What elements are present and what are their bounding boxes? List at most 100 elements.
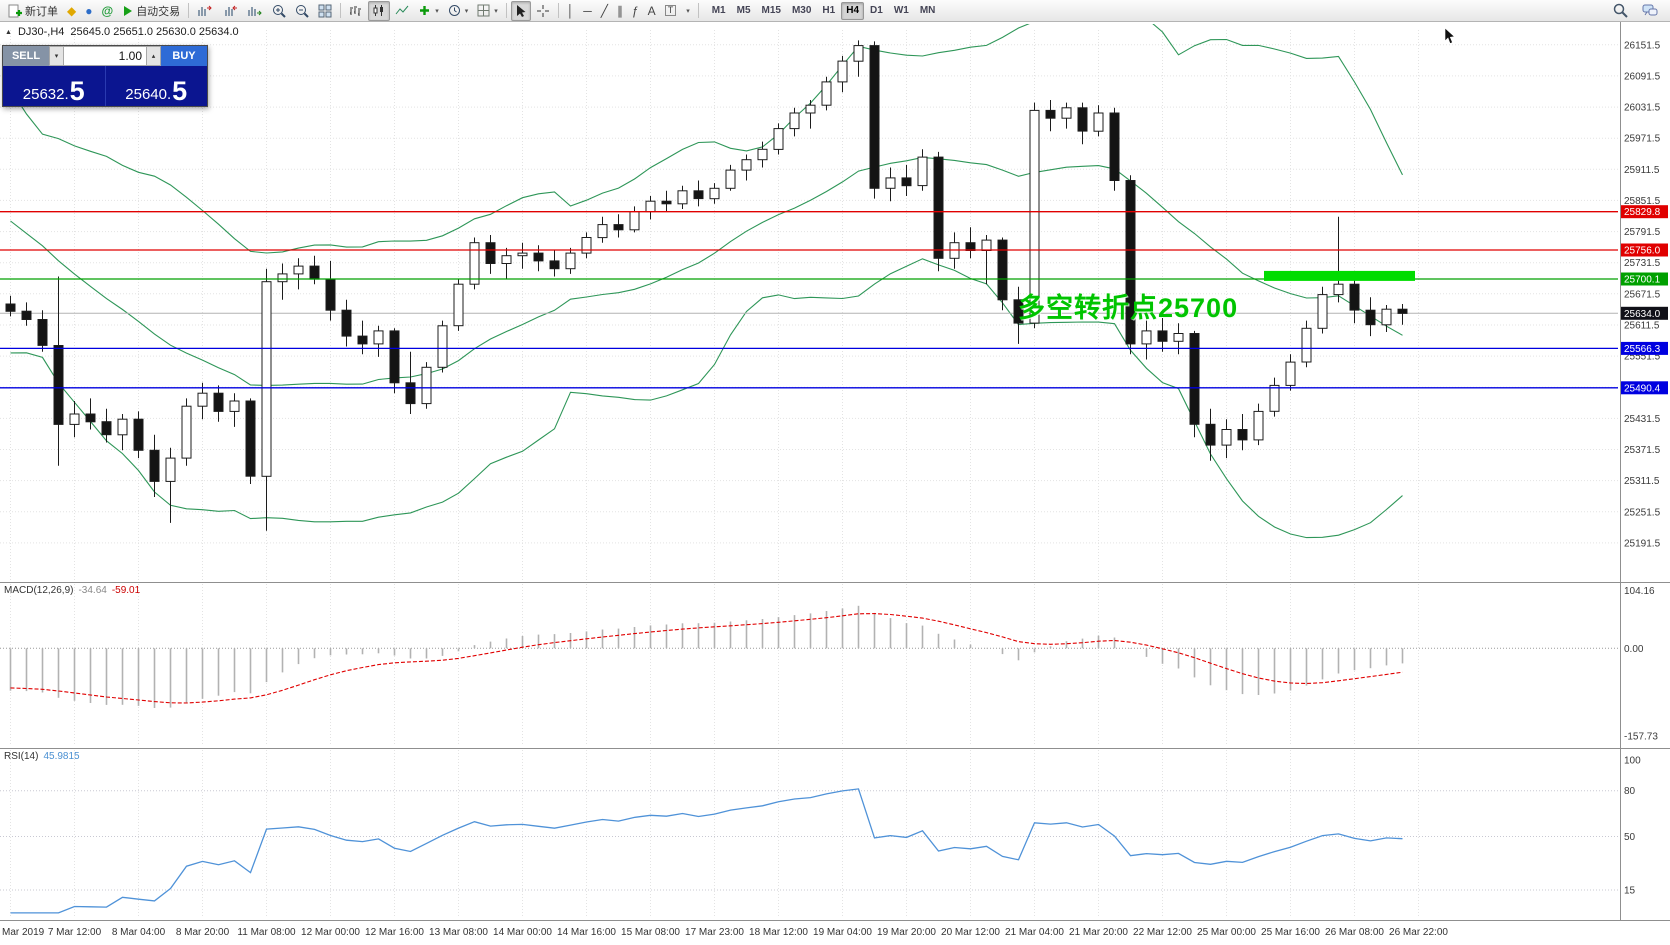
svg-text:8 Mar 04:00: 8 Mar 04:00 — [112, 927, 166, 938]
svg-text:25611.5: 25611.5 — [1624, 321, 1660, 332]
toolbar-separator — [340, 3, 342, 18]
panel-separators[interactable] — [0, 22, 1670, 921]
channel-tool-button[interactable]: ∥ — [613, 1, 627, 21]
text-tool-button[interactable]: A — [644, 1, 660, 21]
chart-bars-button[interactable] — [345, 1, 367, 21]
zoom-out-button[interactable] — [291, 1, 313, 21]
svg-text:50: 50 — [1624, 832, 1636, 843]
periods-button[interactable]: ▾ — [444, 1, 473, 21]
svg-text:25791.5: 25791.5 — [1624, 227, 1661, 238]
chevron-down-icon: ▾ — [464, 7, 469, 15]
cursor-icon — [516, 4, 526, 17]
candlesticks — [5, 40, 1408, 531]
svg-text:80: 80 — [1624, 786, 1636, 797]
terminal-icon: @ — [101, 3, 114, 18]
shapes-tool-button[interactable]: ▾ — [681, 1, 694, 21]
templates-button[interactable]: ▾ — [473, 1, 502, 21]
price-axis[interactable]: 26151.5 26091.5 26031.5 25971.5 25911.5 25851… — [1624, 40, 1661, 549]
chart-annotation-text[interactable]: 多空转折点25700 — [1018, 293, 1239, 323]
timeframe-mn-button[interactable]: MN — [919, 5, 936, 16]
auto-trading-label: 自动交易 — [136, 5, 181, 18]
trade-panel-prices: 25632. 5 25640. 5 — [3, 66, 207, 106]
chart-shift-button[interactable] — [218, 1, 242, 21]
svg-text:25551.5: 25551.5 — [1624, 352, 1661, 363]
chat-button[interactable] — [1638, 1, 1662, 21]
rsi-line — [10, 788, 1403, 914]
sell-price-pips: 5 — [69, 76, 85, 106]
svg-text:18 Mar 12:00: 18 Mar 12:00 — [749, 927, 808, 938]
buy-button[interactable]: BUY — [161, 46, 207, 66]
cursor-button[interactable] — [510, 0, 531, 21]
timeframe-m30-button[interactable]: M30 — [791, 5, 812, 16]
time-axis[interactable]: Mar 2019 7 Mar 12:00 8 Mar 04:00 8 Mar 20:0… — [2, 927, 1448, 938]
timeframe-d1-button[interactable]: D1 — [870, 5, 883, 16]
svg-text:17 Mar 23:00: 17 Mar 23:00 — [685, 927, 744, 938]
new-order-button[interactable]: 新订单 — [4, 1, 62, 21]
highlight-zone[interactable] — [1264, 270, 1415, 281]
timeframe-m15-button[interactable]: M15 — [761, 5, 781, 16]
indicators-button[interactable]: ▾ — [414, 1, 443, 21]
one-click-trading-panel: SELL ▾ ▴ BUY 25632. 5 25640. 5 — [2, 45, 208, 107]
svg-text:0.00: 0.00 — [1624, 644, 1644, 655]
chart-step-button[interactable] — [243, 1, 267, 21]
label-tool-button[interactable]: T — [661, 1, 681, 21]
buy-price-button[interactable]: 25640. 5 — [106, 66, 208, 106]
chart-candles-button[interactable] — [368, 0, 391, 21]
navigator-button[interactable]: ● — [81, 1, 96, 21]
new-order-label: 新订单 — [25, 5, 58, 18]
svg-text:25756.0: 25756.0 — [1624, 246, 1661, 257]
chart-line-button[interactable] — [391, 1, 413, 21]
search-button[interactable] — [1609, 1, 1632, 21]
svg-text:22 Mar 12:00: 22 Mar 12:00 — [1133, 927, 1192, 938]
auto-scroll-button[interactable] — [193, 1, 217, 21]
tile-windows-button[interactable] — [314, 1, 336, 21]
sell-price-button[interactable]: 25632. 5 — [3, 66, 106, 106]
timeframe-m5-button[interactable]: M5 — [736, 5, 751, 16]
svg-text:25829.8: 25829.8 — [1624, 207, 1661, 218]
svg-text:15 Mar 08:00: 15 Mar 08:00 — [621, 927, 680, 938]
svg-text:26031.5: 26031.5 — [1624, 103, 1661, 114]
svg-text:25191.5: 25191.5 — [1624, 538, 1661, 549]
horizontal-line-tool-button[interactable]: ─ — [579, 1, 596, 21]
timeframe-h4-button[interactable]: H4 — [841, 1, 865, 20]
trade-panel-top-row: SELL ▾ ▴ BUY — [3, 46, 207, 66]
zoom-in-button[interactable] — [268, 1, 290, 21]
bollinger-bands — [10, 24, 1403, 539]
new-order-icon — [8, 4, 22, 17]
volume-increase-button[interactable]: ▴ — [146, 46, 161, 66]
svg-text:20 Mar 12:00: 20 Mar 12:00 — [941, 927, 1000, 938]
trendline-icon: ╱ — [600, 3, 608, 18]
fibonacci-tool-button[interactable]: ƒ — [628, 1, 643, 21]
volume-decrease-button[interactable]: ▾ — [49, 46, 64, 66]
svg-text:Mar 2019: Mar 2019 — [2, 927, 45, 938]
chart-shift-icon — [225, 5, 238, 16]
macd-panel-title: MACD(12,26,9) -34.64 -59.01 — [4, 585, 140, 596]
horizontal-level-lines[interactable] — [0, 211, 1618, 389]
timeframe-w1-button[interactable]: W1 — [893, 5, 909, 16]
terminal-button[interactable]: @ — [97, 1, 117, 21]
trendline-tool-button[interactable]: ╱ — [597, 1, 612, 21]
rsi-axis[interactable]: 100 80 50 15 — [1624, 756, 1641, 897]
chart-canvas[interactable]: 26151.5 26091.5 26031.5 25971.5 25911.5 25851… — [0, 22, 1670, 945]
sell-button[interactable]: SELL — [3, 46, 49, 66]
svg-text:25671.5: 25671.5 — [1624, 289, 1661, 300]
svg-text:25851.5: 25851.5 — [1624, 196, 1661, 207]
main-toolbar: 新订单 ◆ ● @ 自动交易 ▾ ▾ ▾ │ ─ ╱ ∥ ƒ A T ▾ — [0, 0, 1670, 22]
vertical-line-tool-button[interactable]: │ — [563, 1, 579, 21]
timeframe-m1-button[interactable]: M1 — [711, 5, 726, 16]
auto-scroll-icon — [198, 5, 212, 16]
svg-text:8 Mar 20:00: 8 Mar 20:00 — [176, 927, 230, 938]
template-grid-icon — [477, 4, 490, 17]
timeframe-h1-button[interactable]: H1 — [822, 5, 836, 16]
label-icon: T — [664, 5, 677, 16]
svg-text:25251.5: 25251.5 — [1624, 507, 1661, 518]
tile-windows-icon — [318, 4, 332, 17]
volume-input[interactable] — [64, 46, 146, 66]
svg-text:26091.5: 26091.5 — [1624, 71, 1661, 82]
auto-trading-button[interactable]: 自动交易 — [118, 1, 184, 21]
crosshair-button[interactable] — [532, 1, 554, 21]
market-watch-button[interactable]: ◆ — [63, 1, 80, 21]
macd-axis[interactable]: 104.16 0.00 -157.73 — [1624, 586, 1658, 743]
svg-text:26 Mar 08:00: 26 Mar 08:00 — [1325, 927, 1384, 938]
